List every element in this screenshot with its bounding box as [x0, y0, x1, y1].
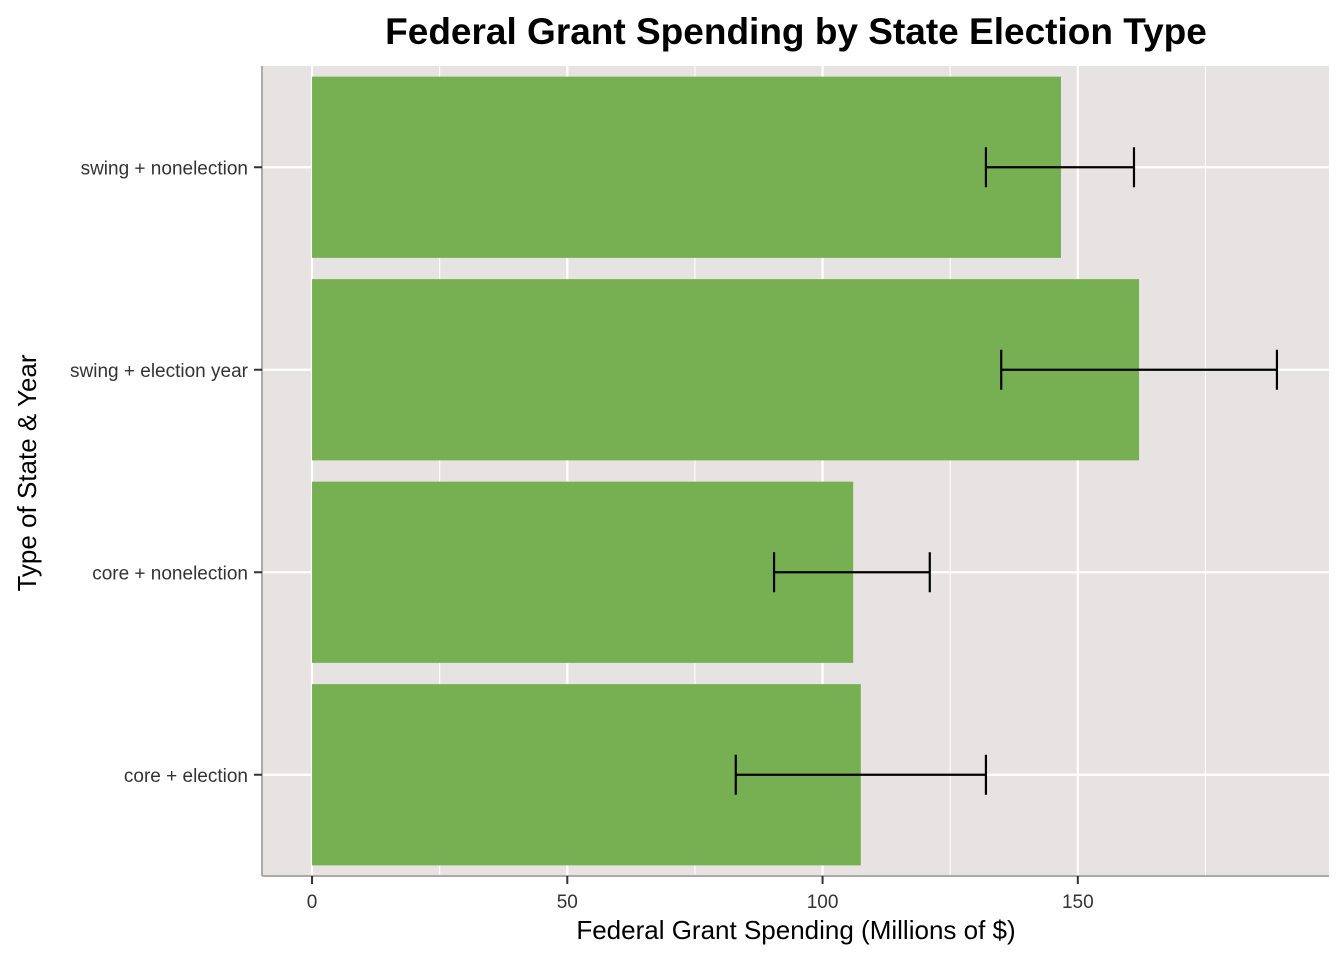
x-tick-label: 50 — [557, 892, 578, 913]
y-tick-label: swing + nonelection — [81, 158, 248, 179]
y-tick-label: core + election — [124, 766, 248, 787]
chart-title: Federal Grant Spending by State Election… — [385, 11, 1207, 52]
y-tick-label: core + nonelection — [92, 563, 248, 584]
x-tick-label: 0 — [307, 892, 318, 913]
bar — [312, 482, 853, 663]
y-axis-title: Type of State & Year — [12, 354, 42, 591]
x-tick-label: 100 — [807, 892, 839, 913]
plot-area: 0 50 100 150 core + election core + nonelecti… — [70, 66, 1329, 913]
x-tick-label: 150 — [1062, 892, 1094, 913]
y-tick-label: swing + election year — [70, 361, 249, 382]
x-axis-title: Federal Grant Spending (Millions of $) — [576, 915, 1015, 945]
bar — [312, 77, 1061, 258]
